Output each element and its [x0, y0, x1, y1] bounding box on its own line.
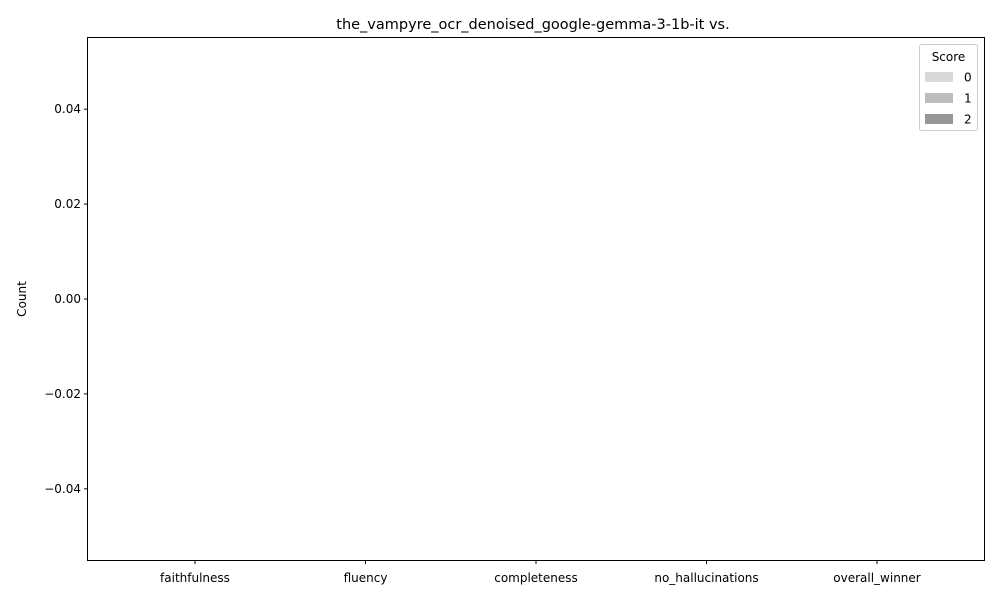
y-tick-label: −0.04 — [44, 482, 81, 496]
legend-label-2: 2 — [964, 113, 972, 127]
x-tick-label: overall_winner — [833, 571, 921, 585]
y-tick-label: 0.04 — [54, 102, 81, 116]
plot-area-frame — [87, 37, 985, 561]
legend-swatch-2 — [925, 114, 953, 124]
legend-title: Score — [932, 50, 966, 64]
x-tick-label: fluency — [344, 571, 388, 585]
legend-swatch-0 — [925, 72, 953, 82]
legend-frame — [919, 44, 978, 131]
y-tick-label: 0.02 — [54, 197, 81, 211]
legend-swatch-1 — [925, 93, 953, 103]
x-tick-label: no_hallucinations — [654, 571, 758, 585]
x-tick-label: faithfulness — [160, 571, 230, 585]
y-tick-label: 0.00 — [54, 292, 81, 306]
y-axis: −0.04 −0.02 0.00 0.02 0.04 — [44, 102, 88, 496]
legend: Score 0 1 2 — [919, 44, 978, 131]
chart-title: the_vampyre_ocr_denoised_google-gemma-3-… — [336, 17, 729, 33]
x-axis: faithfulness fluency completeness no_halluc… — [160, 560, 921, 585]
y-tick-label: −0.02 — [44, 387, 81, 401]
legend-items: 0 1 2 — [925, 71, 972, 127]
legend-label-0: 0 — [964, 71, 972, 85]
y-axis-label: Count — [15, 281, 29, 317]
x-tick-label: completeness — [494, 571, 578, 585]
legend-label-1: 1 — [964, 92, 972, 106]
